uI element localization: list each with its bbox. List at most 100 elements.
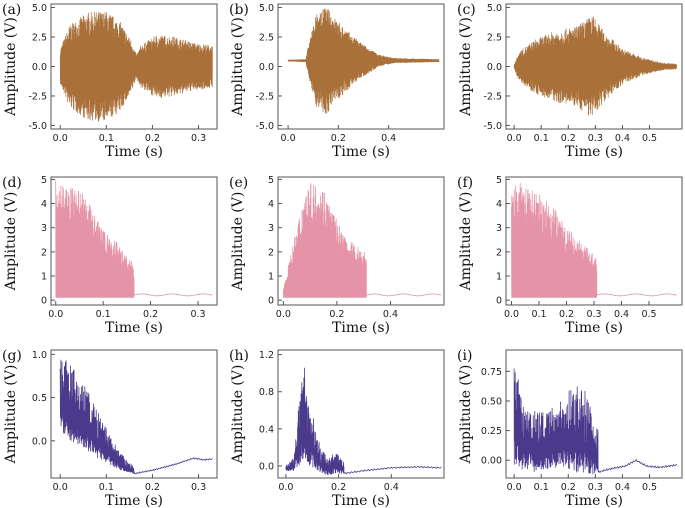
x-tick-label-b: 0.0 [281, 133, 296, 144]
y-tick-label-f: 2 [496, 247, 502, 258]
y-tick-label-i: 0.75 [481, 367, 502, 378]
y-axis-label-e: Amplitude (V) [230, 192, 246, 292]
series-line-c [513, 16, 677, 116]
x-tick-label-g: 0.0 [53, 482, 68, 493]
panel-d: 0.0 0.1 0.2 0.3 0 1 2 3 4 5 Time (s) Amplitude (V)(… [2, 175, 218, 336]
x-tick-label-h: 0.0 [278, 482, 293, 493]
y-axis-label-c: Amplitude (V) [458, 17, 474, 117]
y-tick-label-d: 1 [41, 272, 47, 283]
panel-label-h: (h) [229, 348, 249, 364]
series-line-i [513, 368, 677, 475]
panel-g: 0.0 0.1 0.2 0.3 0.0 0.5 1.0 Time (s) Amplitude (… [2, 348, 218, 508]
x-tick-label-h: 0.4 [384, 482, 399, 493]
y-tick-label-a: -5.0 [28, 121, 47, 132]
y-tick-label-e: 4 [268, 199, 274, 210]
y-tick-label-i: 0.00 [481, 456, 502, 467]
x-tick-label-c: 0.1 [534, 133, 549, 144]
panel-a: 0.0 0.1 0.2 0.3 -5.0 -2.5 0.0 2.5 5.0 Time (s) Amp… [2, 2, 218, 160]
y-tick-label-i: 0.25 [481, 426, 502, 437]
y-tick-label-b: 2.5 [259, 33, 274, 44]
y-tick-label-h: 0.8 [259, 387, 274, 398]
y-tick-label-a: 0.0 [32, 62, 47, 73]
panel-label-g: (g) [2, 348, 22, 364]
y-tick-label-b: -5.0 [255, 121, 274, 132]
panel-i: 0.0 0.1 0.2 0.3 0.4 0.5 0.00 0.25 0.50 0.75 Time (… [457, 348, 683, 508]
axes-frame-g [50, 349, 218, 479]
x-tick-label-c: 0.3 [588, 133, 603, 144]
panel-label-i: (i) [457, 348, 472, 364]
x-tick-label-c: 0.2 [561, 133, 576, 144]
x-tick-label-i: 0.4 [615, 482, 630, 493]
y-tick-label-f: 5 [496, 175, 502, 186]
y-tick-label-d: 3 [41, 223, 47, 234]
y-tick-label-f: 1 [496, 272, 502, 283]
y-tick-label-g: 0.0 [32, 436, 47, 447]
x-tick-label-a: 0.0 [53, 133, 68, 144]
y-axis-label-i: Amplitude (V) [458, 365, 474, 465]
y-tick-label-b: -2.5 [255, 91, 274, 102]
x-tick-label-d: 0.1 [96, 309, 111, 320]
x-tick-label-e: 0.2 [329, 309, 344, 320]
x-axis-label-a: Time (s) [105, 144, 163, 160]
y-tick-label-d: 0 [41, 296, 47, 307]
x-tick-label-g: 0.2 [145, 482, 160, 493]
y-tick-label-e: 3 [268, 223, 274, 234]
panel-h: 0.0 0.2 0.4 0.0 0.4 0.8 1.2 Time (s) Amplitude (… [229, 348, 445, 508]
x-tick-label-e: 0.4 [383, 309, 398, 320]
y-tick-label-b: 5.0 [259, 3, 274, 14]
axes-frame-i [505, 349, 683, 479]
y-axis-label-d: Amplitude (V) [3, 192, 19, 292]
x-tick-label-h: 0.2 [331, 482, 346, 493]
y-axis-label-f: Amplitude (V) [458, 192, 474, 292]
y-tick-label-e: 0 [268, 296, 274, 307]
x-tick-label-b: 0.4 [381, 133, 396, 144]
y-tick-label-e: 5 [268, 175, 274, 186]
x-tick-label-i: 0.1 [534, 482, 549, 493]
y-tick-label-c: -2.5 [483, 91, 502, 102]
y-tick-label-a: -2.5 [28, 91, 47, 102]
axes-frame-e [277, 176, 445, 306]
x-tick-label-d: 0.0 [48, 309, 63, 320]
y-tick-label-d: 5 [41, 175, 47, 186]
x-axis-label-e: Time (s) [332, 320, 390, 336]
x-tick-label-i: 0.2 [561, 482, 576, 493]
x-tick-label-c: 0.4 [615, 133, 630, 144]
x-tick-label-a: 0.2 [145, 133, 160, 144]
series-line-a [59, 11, 213, 122]
x-axis-label-b: Time (s) [332, 144, 390, 160]
x-tick-label-g: 0.1 [99, 482, 114, 493]
x-axis-label-h: Time (s) [332, 493, 390, 508]
x-axis-label-g: Time (s) [105, 493, 163, 508]
panel-label-c: (c) [457, 2, 476, 18]
y-tick-label-h: 0.0 [259, 461, 274, 472]
panel-e: 0.0 0.2 0.4 0 1 2 3 4 5 Time (s) Amplitude (V)(e) [229, 175, 445, 336]
x-tick-label-f: 0.3 [586, 309, 601, 320]
panel-b: 0.0 0.2 0.4 -5.0 -2.5 0.0 2.5 5.0 Time (s) Amplit… [229, 2, 445, 160]
x-tick-label-i: 0.5 [642, 482, 657, 493]
x-tick-label-d: 0.3 [190, 309, 205, 320]
x-axis-label-d: Time (s) [105, 320, 163, 336]
y-tick-label-c: 5.0 [487, 3, 502, 14]
y-tick-label-a: 5.0 [32, 3, 47, 14]
y-tick-label-e: 2 [268, 247, 274, 258]
y-tick-label-d: 2 [41, 247, 47, 258]
panel-label-f: (f) [457, 175, 473, 191]
y-tick-label-g: 1.0 [32, 350, 47, 361]
panel-label-e: (e) [229, 175, 248, 191]
x-tick-label-i: 0.3 [588, 482, 603, 493]
series-line-h [285, 367, 442, 476]
axes-frame-h [277, 349, 445, 479]
x-tick-label-f: 0.2 [559, 309, 574, 320]
y-tick-label-i: 0.50 [481, 396, 502, 407]
x-tick-label-f: 0.0 [504, 309, 519, 320]
x-tick-label-a: 0.3 [191, 133, 206, 144]
series-line-g [59, 359, 213, 475]
panel-label-d: (d) [2, 175, 22, 191]
y-tick-label-f: 3 [496, 223, 502, 234]
y-axis-label-h: Amplitude (V) [230, 365, 246, 465]
y-tick-label-c: 0.0 [487, 62, 502, 73]
y-tick-label-c: 2.5 [487, 33, 502, 44]
y-tick-label-f: 0 [496, 296, 502, 307]
y-tick-label-b: 0.0 [259, 62, 274, 73]
